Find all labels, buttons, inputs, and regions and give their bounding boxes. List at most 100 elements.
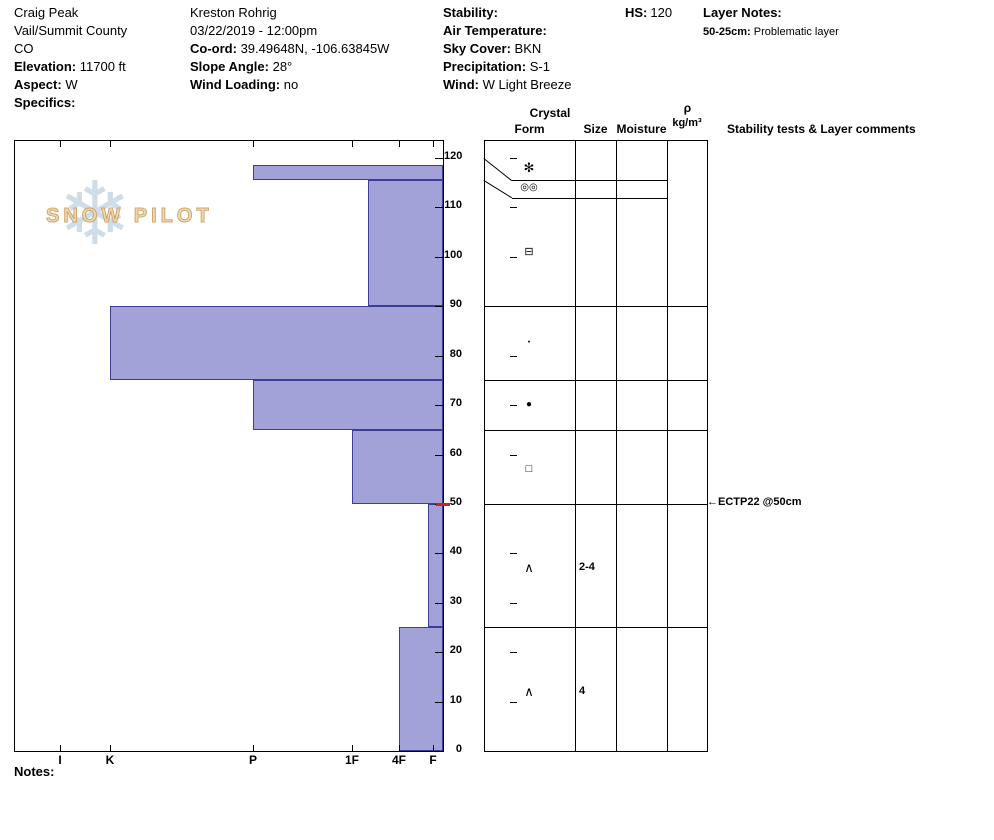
hardness-tick-top [352,141,353,147]
layer-boundary-line [484,429,707,431]
size-column-header: Size [583,122,608,136]
depth-label: 60 [449,446,462,459]
observer-name: Kreston Rohrig [190,5,277,20]
crystal-column-header: Crystal [529,106,571,120]
observation-datetime: 03/22/2019 - 12:00pm [190,23,318,38]
grain-size-value: 4 [579,684,586,697]
form-column-tick [510,751,517,752]
air-temperature-label: Air Temperature: [443,23,547,38]
hardness-axis-label: F [429,753,437,767]
layer-bar [253,165,443,181]
layer-bar [399,627,443,751]
hardness-tick-bottom [253,745,254,751]
grain-form-symbol-depth-hoar: ∧ [524,560,534,576]
wind-label: Wind: [443,77,479,92]
header-hs-block: HS: 120 [625,4,672,22]
form-column-tick [510,454,517,456]
size-moisture-divider [616,140,617,752]
moisture-column-header: Moisture [616,122,667,136]
elevation-value: 11700 ft [79,59,126,74]
hardness-tick-top [110,141,111,147]
grain-form-symbol-precipitation-particles: ✻ [523,159,535,175]
hardness-tick-top [399,141,400,147]
site-state: CO [14,41,34,56]
sky-cover-label: Sky Cover: [443,41,511,56]
hardness-axis-label: 1F [344,753,359,767]
form-column-tick [510,158,517,159]
elevation-label: Elevation: [14,59,77,74]
grain-form-symbol-small-rounded-grains: · [526,330,532,350]
form-column-tick [510,256,517,258]
density-units-header: kg/m³ [672,117,702,129]
hardness-chart-frame [14,140,444,752]
coordinates: Co-ord: 39.49648N, -106.63845W [190,40,389,58]
precipitation: Precipitation: S-1 [443,58,571,76]
depth-label: 20 [449,644,462,657]
form-column-tick [510,553,517,555]
depth-tick [435,256,443,258]
comments-column-header: Stability tests & Layer comments [727,122,916,136]
depth-label: 50 [449,495,462,508]
wind-value: W Light Breeze [482,77,572,92]
flagged-layer-marker [436,502,450,506]
header-conditions-block: Stability: Air Temperature: Sky Cover: B… [443,4,571,94]
specifics-label: Specifics: [14,95,76,110]
grain-form-symbol-depth-hoar: ∧ [524,683,534,699]
precipitation-label: Precipitation: [443,59,527,74]
depth-label: 40 [449,545,462,558]
form-column-tick [510,602,517,604]
layer-boundary-line [484,627,707,629]
grain-form-symbol-melt-freeze-clusters: ◎◎ [520,181,538,193]
layer-bar [110,306,443,381]
grain-form-symbol-crust: ⊟ [524,245,534,258]
hardness-tick-bottom [60,745,61,751]
hs-label: HS: [625,5,648,20]
coord-label: Co-ord: [190,41,237,56]
hardness-axis-label: 4F [391,753,406,767]
site-aspect: Aspect: W [14,76,127,94]
layer-bar [368,180,443,307]
depth-tick [435,158,443,159]
layer-notes-title: Layer Notes: [703,4,839,22]
site-elevation: Elevation: 11700 ft [14,58,127,76]
form-column-header: Form [514,122,545,136]
depth-tick [435,602,443,604]
aspect-label: Aspect: [14,77,62,92]
surface-layer-row-line [512,197,667,199]
depth-tick [435,751,443,752]
layer-note-item: 50-25cm: Problematic layer [703,25,839,39]
hardness-tick-top [60,141,61,147]
depth-tick [435,207,443,209]
site-name: Craig Peak [14,5,79,20]
aspect-value: W [65,77,78,92]
snowpilot-logo-text: SNOW PILOT [46,205,213,228]
layer-boundary-line [484,306,707,308]
stability-test-text: ECTP22 @50cm [718,495,802,508]
depth-label: 10 [449,693,462,706]
hs-value: 120 [650,5,673,20]
hardness-tick-top [433,141,434,147]
sky-cover-value: BKN [514,41,542,56]
hardness-tick-bottom [110,745,111,751]
hardness-axis-label: P [248,753,257,767]
depth-tick [435,652,443,654]
form-size-divider [575,140,576,752]
form-column-tick [510,355,517,357]
grain-form-symbol-faceted-crystals: □ [525,463,533,476]
stability-test-annotation: ←ECTP22 @50cm [707,496,802,508]
surface-layer-row-line [512,180,667,182]
depth-tick [435,355,443,357]
depth-tick [435,701,443,703]
hardness-tick-bottom [352,745,353,751]
depth-tick [435,454,443,456]
depth-label: 110 [444,199,462,212]
layer-bar [352,429,443,504]
hardness-axis-label: I [58,753,62,767]
depth-tick [435,405,443,407]
layer-notes-label: Layer Notes: [703,5,782,20]
slope-angle-label: Slope Angle: [190,59,269,74]
stability: Stability: [443,4,571,22]
hardness-tick-bottom [399,745,400,751]
precipitation-value: S-1 [529,59,550,74]
